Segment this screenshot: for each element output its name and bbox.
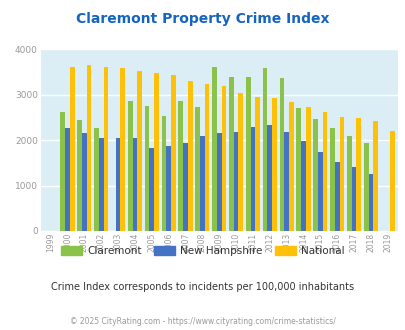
- Bar: [322, 112, 326, 231]
- Bar: [250, 127, 255, 231]
- Bar: [334, 162, 339, 231]
- Bar: [132, 138, 137, 231]
- Bar: [267, 125, 271, 231]
- Bar: [305, 107, 310, 231]
- Bar: [271, 98, 276, 231]
- Bar: [161, 116, 166, 231]
- Bar: [279, 78, 283, 231]
- Bar: [389, 131, 394, 231]
- Text: © 2025 CityRating.com - https://www.cityrating.com/crime-statistics/: © 2025 CityRating.com - https://www.city…: [70, 317, 335, 326]
- Bar: [103, 67, 108, 231]
- Bar: [195, 107, 200, 231]
- Bar: [87, 65, 91, 231]
- Bar: [94, 127, 99, 231]
- Bar: [65, 127, 70, 231]
- Bar: [255, 97, 259, 231]
- Bar: [351, 167, 356, 231]
- Text: Claremont Property Crime Index: Claremont Property Crime Index: [76, 12, 329, 25]
- Bar: [372, 121, 377, 231]
- Bar: [296, 109, 301, 231]
- Bar: [82, 133, 87, 231]
- Bar: [288, 102, 293, 231]
- Bar: [212, 67, 216, 231]
- Bar: [115, 138, 120, 231]
- Text: Crime Index corresponds to incidents per 100,000 inhabitants: Crime Index corresponds to incidents per…: [51, 282, 354, 292]
- Bar: [329, 128, 334, 231]
- Bar: [284, 132, 288, 231]
- Bar: [188, 81, 192, 231]
- Bar: [70, 67, 75, 231]
- Bar: [99, 138, 103, 231]
- Bar: [204, 83, 209, 231]
- Bar: [368, 174, 372, 231]
- Bar: [301, 141, 305, 231]
- Bar: [356, 118, 360, 231]
- Bar: [166, 146, 171, 231]
- Bar: [317, 151, 322, 231]
- Bar: [145, 106, 149, 231]
- Bar: [262, 68, 267, 231]
- Bar: [183, 143, 188, 231]
- Bar: [178, 101, 183, 231]
- Bar: [339, 116, 343, 231]
- Bar: [228, 77, 233, 231]
- Bar: [233, 132, 238, 231]
- Bar: [346, 136, 351, 231]
- Bar: [238, 93, 243, 231]
- Bar: [149, 148, 154, 231]
- Bar: [77, 120, 82, 231]
- Legend: Claremont, New Hampshire, National: Claremont, New Hampshire, National: [57, 242, 348, 260]
- Bar: [120, 68, 125, 231]
- Bar: [216, 133, 221, 231]
- Bar: [137, 71, 142, 231]
- Bar: [313, 119, 317, 231]
- Bar: [221, 86, 226, 231]
- Bar: [200, 136, 204, 231]
- Bar: [171, 75, 175, 231]
- Bar: [245, 77, 250, 231]
- Bar: [60, 112, 65, 231]
- Bar: [128, 101, 132, 231]
- Bar: [363, 144, 368, 231]
- Bar: [154, 73, 158, 231]
